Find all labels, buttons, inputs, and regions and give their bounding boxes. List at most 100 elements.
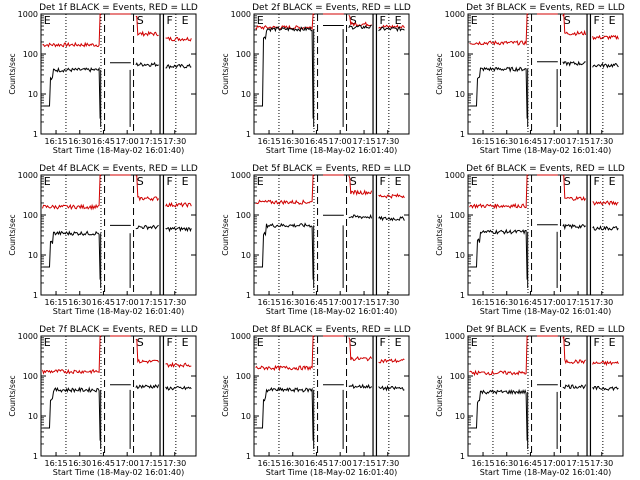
y-tick-label: 1: [33, 452, 38, 461]
panel-title: Det 9f BLACK = Events, RED = LLD: [466, 325, 625, 335]
y-tick-label: 1: [460, 291, 465, 300]
events-series-line: [42, 230, 102, 280]
event-marker-letter: F: [166, 14, 172, 27]
lld-series-line: [378, 358, 405, 364]
panel-title: Det 5f BLACK = Events, RED = LLD: [252, 164, 411, 174]
panel-title: Det 2f BLACK = Events, RED = LLD: [252, 3, 411, 13]
events-series-line: [135, 224, 159, 231]
y-axis-label: Counts/sec: [8, 53, 17, 94]
y-tick-label: 100: [236, 372, 251, 381]
events-series-line: [378, 384, 405, 392]
x-tick-label: 17:15: [140, 298, 163, 307]
y-tick-label: 100: [23, 50, 38, 59]
events-series-line: [348, 383, 372, 390]
event-marker-letter: S: [350, 175, 357, 188]
y-tick-label: 1000: [231, 10, 251, 19]
x-tick-label: 16:45: [519, 137, 542, 146]
x-tick-label: 17:00: [543, 298, 566, 307]
x-tick-label: 17:30: [590, 459, 613, 468]
panel-title: Det 4f BLACK = Events, RED = LLD: [39, 164, 198, 174]
events-series-line: [255, 222, 315, 280]
lld-series-line: [469, 174, 529, 210]
x-tick-label: 17:15: [567, 298, 590, 307]
event-marker-letter: F: [593, 336, 599, 349]
event-marker-letter: S: [564, 175, 571, 188]
y-tick-label: 1000: [445, 171, 465, 180]
x-axis-label: Start Time (18-May-02 16:01:40): [53, 146, 184, 155]
panel-det-9: Det 9f BLACK = Events, RED = LLD 1 10 100 10…: [435, 325, 625, 477]
event-marker-letter: E: [257, 14, 264, 27]
y-tick-label: 1000: [18, 10, 38, 19]
events-series-line: [562, 60, 586, 67]
y-tick-label: 1: [246, 130, 251, 139]
lld-series-line: [592, 360, 619, 367]
events-series-line: [165, 226, 192, 233]
events-series-line: [562, 383, 587, 390]
event-marker-letter: E: [471, 14, 478, 27]
event-marker-letter: S: [137, 14, 144, 27]
lld-series-line: [165, 201, 192, 208]
x-axis-label: Start Time (18-May-02 16:01:40): [480, 307, 611, 316]
events-series-line: [592, 62, 619, 69]
x-axis-label: Start Time (18-May-02 16:01:40): [266, 468, 397, 477]
lld-series-line: [592, 200, 619, 206]
y-tick-label: 10: [241, 90, 251, 99]
x-tick-label: 16:15: [45, 298, 68, 307]
events-series-line: [255, 386, 315, 441]
event-marker-letter: S: [137, 336, 144, 349]
event-marker-letter: F: [379, 175, 385, 188]
event-marker-letter: F: [379, 336, 385, 349]
y-tick-label: 10: [28, 90, 38, 99]
events-series-line: [255, 25, 315, 119]
event-marker-letter: E: [44, 336, 51, 349]
y-tick-label: 1: [33, 130, 38, 139]
event-marker-letter: E: [395, 336, 402, 349]
x-tick-label: 16:15: [45, 137, 68, 146]
x-tick-label: 17:15: [140, 459, 163, 468]
event-marker-letter: F: [593, 175, 599, 188]
panel-det-5: Det 5f BLACK = Events, RED = LLD 1 10 100 10…: [221, 164, 411, 316]
event-marker-letter: E: [471, 175, 478, 188]
x-tick-label: 16:45: [305, 137, 328, 146]
x-tick-label: 16:30: [495, 459, 518, 468]
x-tick-label: 17:00: [116, 137, 139, 146]
x-tick-label: 16:45: [305, 298, 328, 307]
lld-series-line: [469, 335, 529, 377]
x-tick-label: 16:30: [281, 298, 304, 307]
x-tick-label: 17:30: [163, 137, 186, 146]
x-tick-label: 16:45: [92, 137, 115, 146]
x-tick-label: 16:15: [258, 298, 281, 307]
x-tick-label: 16:15: [45, 459, 68, 468]
x-tick-label: 16:30: [495, 298, 518, 307]
events-series-line: [165, 63, 192, 70]
y-tick-label: 1000: [231, 332, 251, 341]
lld-series-line: [562, 12, 587, 37]
lld-series-line: [165, 36, 192, 42]
panel-det-3: Det 3f BLACK = Events, RED = LLD 1 10 100 10…: [435, 3, 625, 155]
y-tick-label: 10: [455, 90, 465, 99]
y-tick-label: 1: [33, 291, 38, 300]
event-marker-letter: F: [166, 175, 172, 188]
lld-series-line: [378, 192, 405, 199]
event-marker-letter: S: [564, 336, 571, 349]
x-tick-label: 16:15: [258, 459, 281, 468]
x-tick-label: 16:30: [495, 137, 518, 146]
x-tick-label: 17:30: [376, 298, 399, 307]
x-tick-label: 16:30: [68, 298, 91, 307]
x-tick-label: 17:15: [353, 137, 376, 146]
x-tick-label: 17:00: [116, 459, 139, 468]
y-tick-label: 100: [450, 372, 465, 381]
x-tick-label: 17:30: [163, 298, 186, 307]
y-tick-label: 100: [23, 372, 38, 381]
y-axis-label: Counts/sec: [435, 214, 444, 255]
lld-series-line: [348, 175, 373, 197]
x-tick-label: 17:00: [116, 298, 139, 307]
x-tick-label: 17:30: [590, 298, 613, 307]
y-tick-label: 1: [460, 452, 465, 461]
event-marker-letter: S: [350, 14, 357, 27]
x-axis-label: Start Time (18-May-02 16:01:40): [266, 307, 397, 316]
x-axis-label: Start Time (18-May-02 16:01:40): [53, 468, 184, 477]
events-series-line: [469, 66, 529, 119]
events-series-line: [562, 223, 586, 231]
x-tick-label: 16:15: [472, 459, 495, 468]
